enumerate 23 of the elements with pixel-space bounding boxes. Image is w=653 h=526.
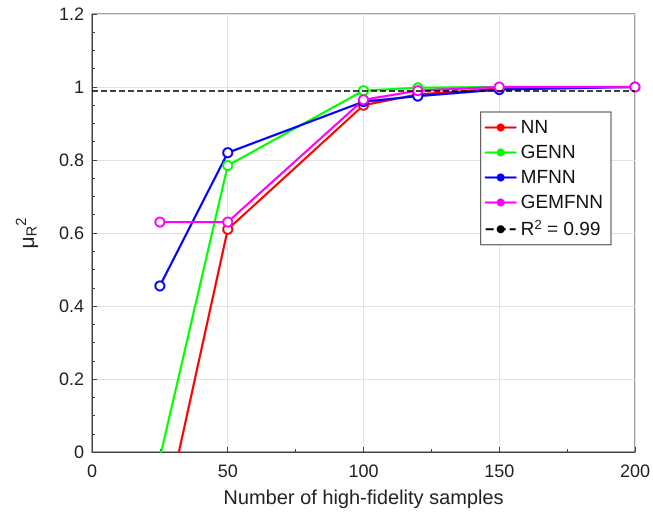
y-tick-label: 0.2: [58, 369, 84, 389]
point: [222, 160, 234, 171]
y-tick-label: 0.4: [58, 296, 84, 316]
point: [222, 216, 234, 228]
point: [154, 216, 166, 228]
x-tick-label: 150: [484, 461, 514, 481]
legend-label: GENN: [520, 142, 576, 163]
y-tick-label: 1: [74, 77, 84, 97]
legend-label: MFNN: [520, 167, 576, 188]
y-tick-label: 0.8: [58, 150, 84, 170]
x-axis-title: Number of high-fidelity samples: [223, 487, 504, 509]
x-tick-label: 200: [620, 461, 650, 481]
legend-label: NN: [520, 117, 548, 138]
y-tick-label: 0.6: [58, 223, 84, 243]
point: [222, 147, 234, 158]
x-tick-label: 0: [86, 461, 98, 481]
x-tick-label: 50: [218, 461, 238, 481]
x-tick-label: 100: [348, 461, 379, 481]
y-tick-label: 0: [74, 442, 84, 462]
y-axis-title: μR2: [14, 218, 40, 248]
y-tick-label: 1.2: [58, 4, 84, 24]
legend-label: GEMFNN: [520, 192, 603, 213]
point: [154, 280, 166, 292]
